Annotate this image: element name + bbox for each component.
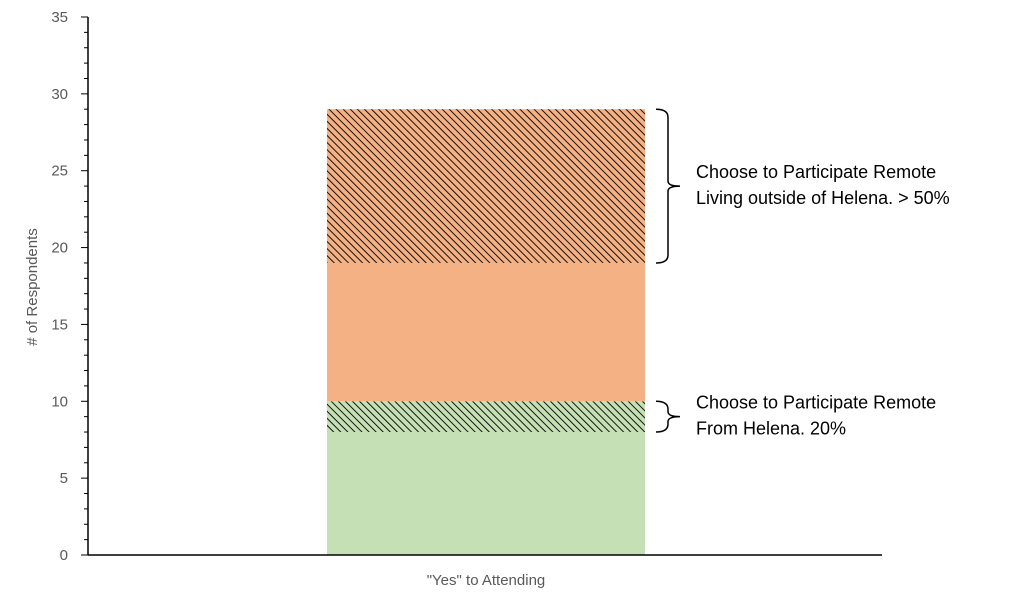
y-tick-label: 10 [51,393,68,410]
x-category-label: "Yes" to Attending [427,572,546,589]
y-ticks: 0 5 10 15 20 25 30 35 [51,9,88,564]
y-tick-label: 20 [51,240,68,257]
annotation-2-line-2: From Helena. 20% [696,419,846,439]
annotation-brace-1 [655,108,681,264]
y-tick-label: 0 [60,547,68,564]
bar-segment-1 [327,432,645,555]
annotation-2-line-1: Choose to Participate Remote [696,393,936,413]
annotations: Choose to Participate Remote Living outsi… [655,108,950,439]
y-tick-label: 35 [51,9,68,26]
y-tick-label: 5 [60,470,68,487]
y-axis-title: # of Respondents [24,228,41,346]
y-tick-label: 25 [51,163,68,180]
annotation-1-line-2: Living outside of Helena. > 50% [696,188,950,208]
y-tick-label: 30 [51,86,68,103]
bar-segment-3 [327,262,645,402]
axes: 0 5 10 15 20 25 30 35 [51,9,882,564]
bar-segment-2-hatch [327,401,645,433]
bar-segment-4-hatch [327,109,645,263]
bar-segments [327,109,645,555]
y-tick-label: 15 [51,316,68,333]
annotation-brace-2 [655,400,681,433]
annotation-1-line-1: Choose to Participate Remote [696,162,936,182]
